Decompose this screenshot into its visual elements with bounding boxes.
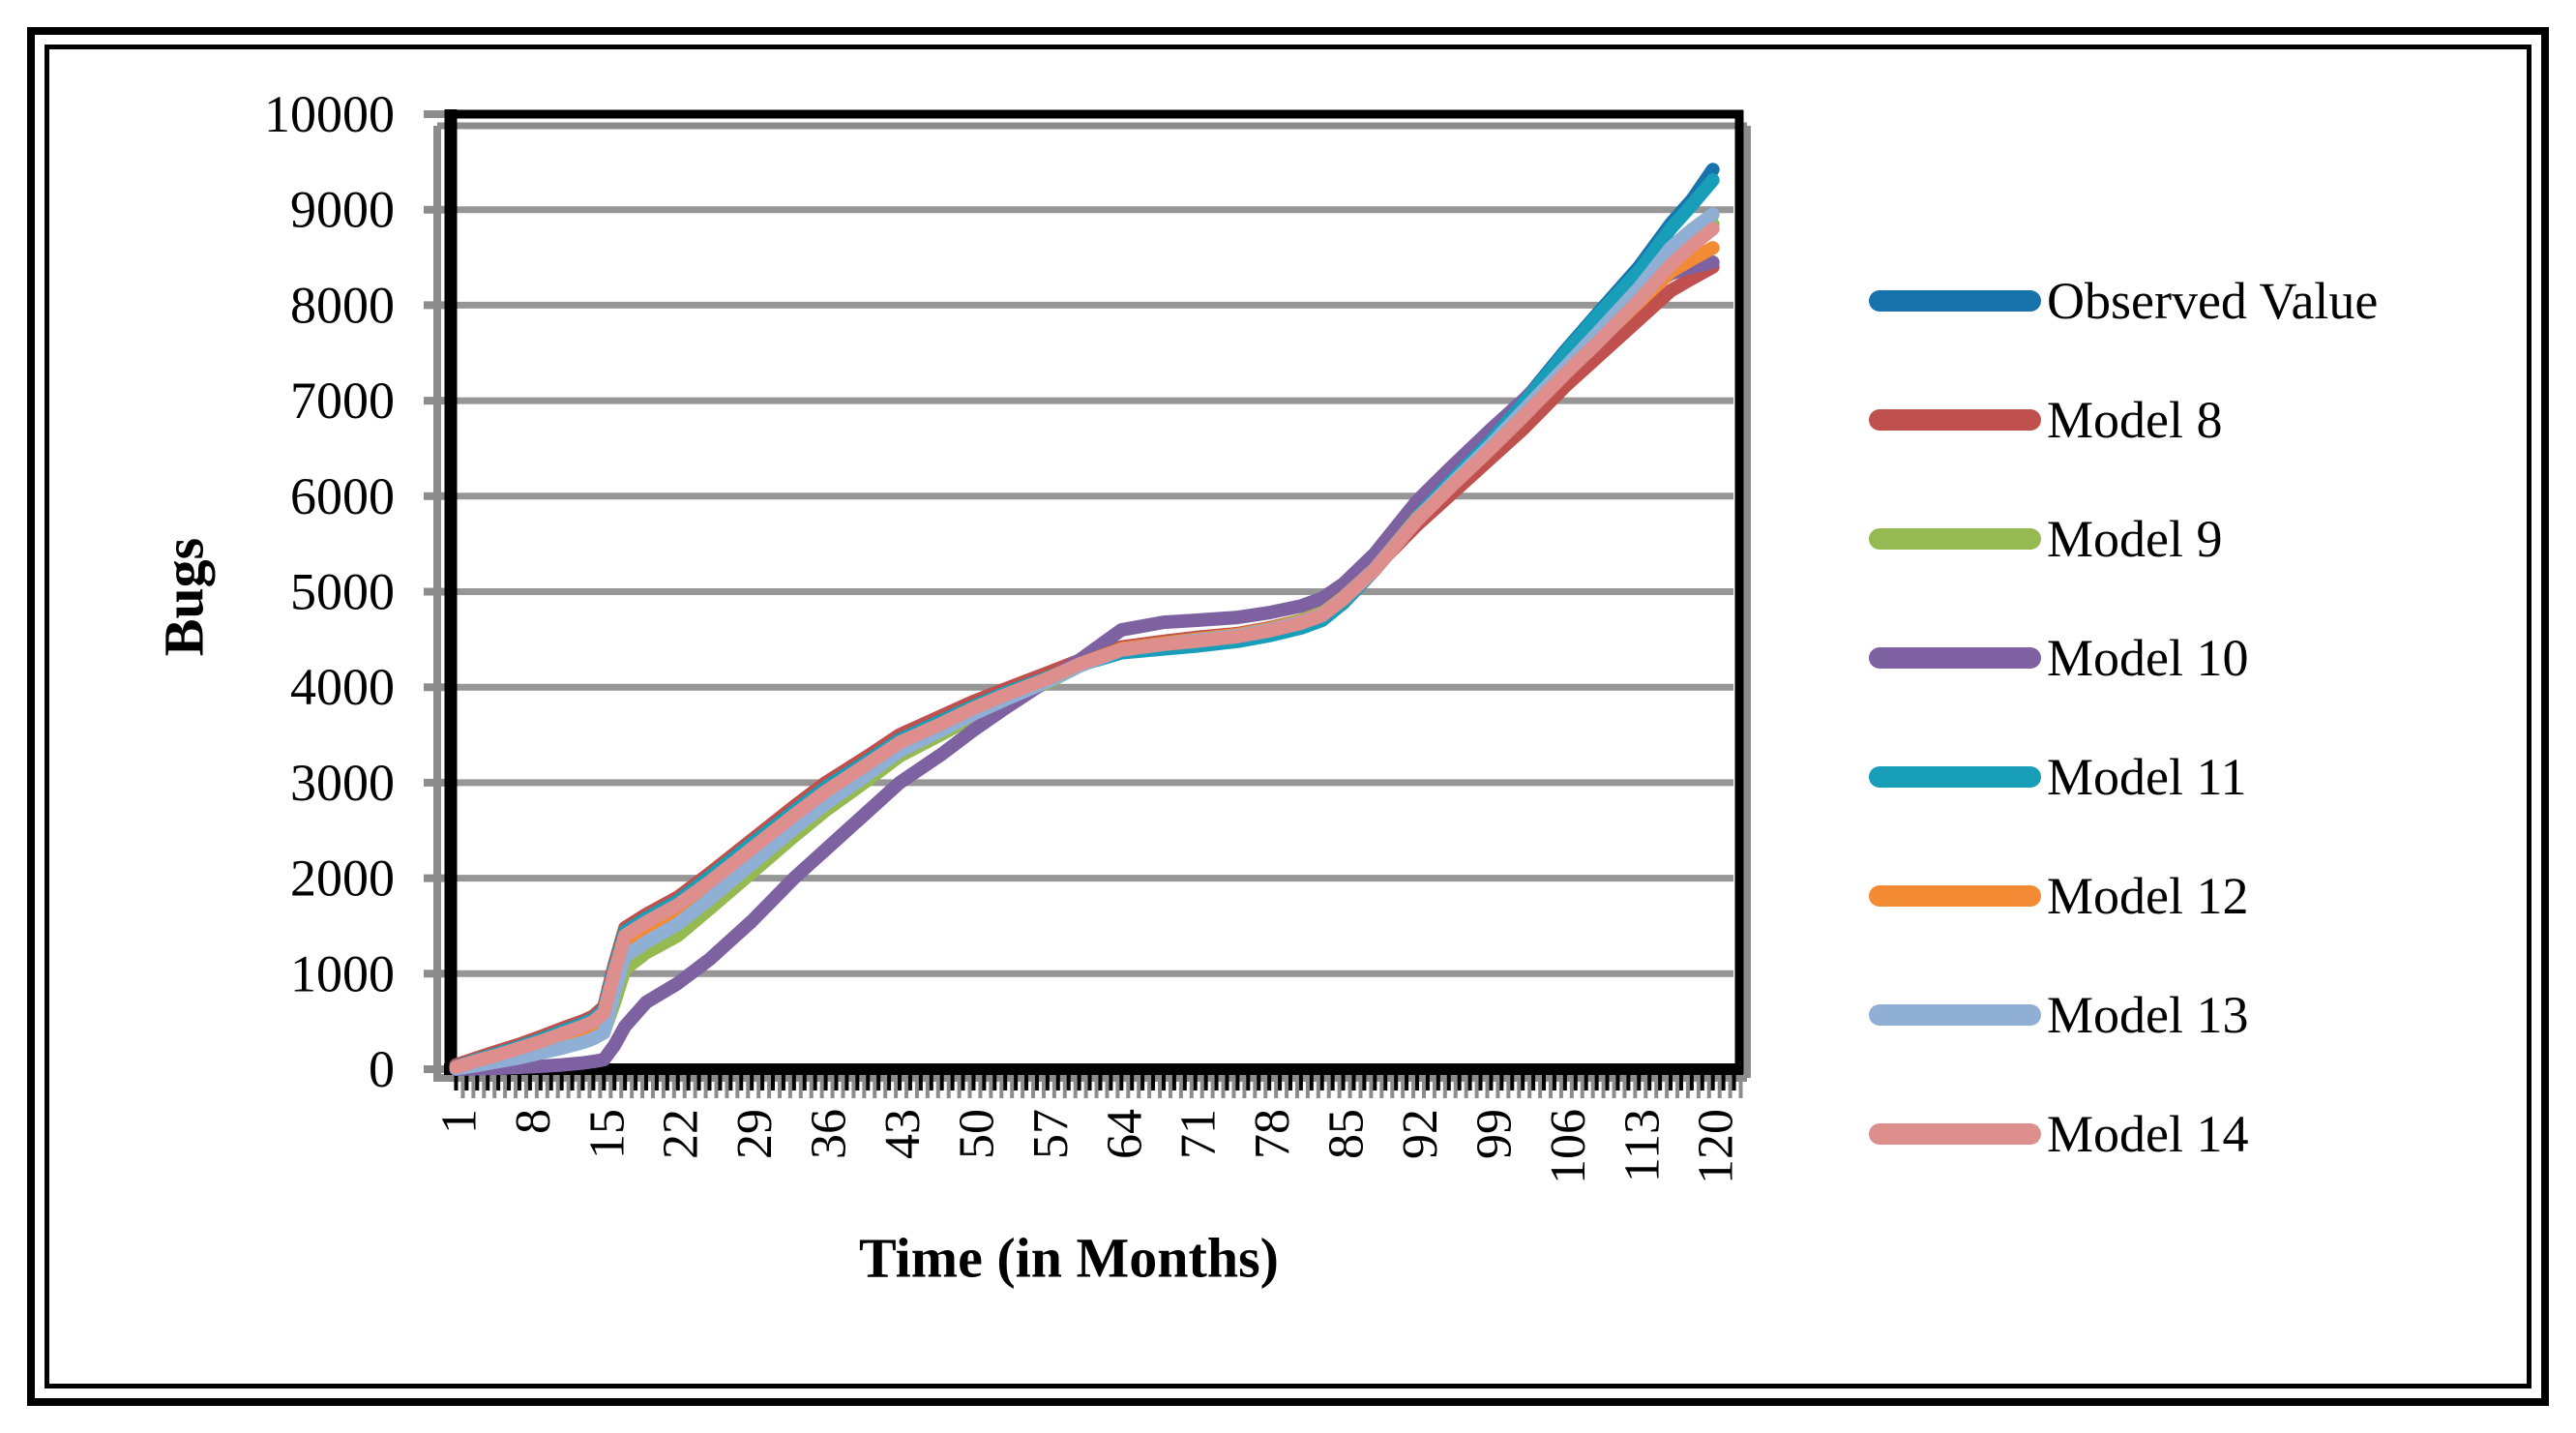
legend-item-model-13: Model 13	[1869, 984, 2249, 1046]
legend-swatch-icon	[1869, 1123, 2041, 1145]
legend-swatch-icon	[1869, 766, 2041, 788]
x-tick-label-36: 36	[802, 1109, 857, 1159]
y-tick-label-8000: 8000	[290, 276, 395, 334]
y-tick-label-10000: 10000	[264, 85, 395, 143]
legend-swatch-icon	[1869, 1004, 2041, 1026]
y-axis-title: Bugs	[152, 537, 216, 657]
series-line-model-10	[449, 255, 1720, 1076]
legend-swatch-icon	[1869, 409, 2041, 431]
legend-item-model-14: Model 14	[1869, 1103, 2249, 1165]
y-tick-label-1000: 1000	[290, 944, 395, 1002]
legend-item-observed-value: Observed Value	[1869, 270, 2378, 332]
x-tick-label-57: 57	[1023, 1109, 1079, 1159]
legend-label: Model 13	[2047, 986, 2249, 1044]
legend-swatch-icon	[1869, 647, 2041, 669]
y-tick-label-2000: 2000	[290, 850, 395, 908]
legend-item-model-8: Model 8	[1869, 389, 2223, 451]
x-tick-label-22: 22	[654, 1109, 709, 1159]
figure-inner-border	[44, 45, 2532, 1388]
legend-label: Model 11	[2047, 748, 2247, 806]
x-tick-label-92: 92	[1393, 1109, 1448, 1159]
x-tick-label-8: 8	[506, 1109, 561, 1134]
y-tick-label-7000: 7000	[290, 372, 395, 430]
legend-item-model-12: Model 12	[1869, 865, 2249, 927]
x-tick-label-1: 1	[431, 1109, 487, 1134]
legend-label: Model 12	[2047, 867, 2249, 925]
x-tick-label-50: 50	[949, 1109, 1004, 1159]
x-tick-label-15: 15	[579, 1109, 635, 1159]
y-tick-label-0: 0	[369, 1040, 395, 1098]
y-tick-label-3000: 3000	[290, 754, 395, 812]
series-line-model-14	[449, 222, 1720, 1074]
y-tick-label-4000: 4000	[290, 658, 395, 716]
legend-label: Model 10	[2047, 629, 2249, 687]
x-tick-label-71: 71	[1171, 1109, 1227, 1159]
legend-swatch-icon	[1869, 528, 2041, 550]
x-tick-label-85: 85	[1319, 1109, 1375, 1159]
x-tick-label-106: 106	[1541, 1109, 1596, 1184]
x-axis-title: Time (in Months)	[859, 1226, 1279, 1290]
x-tick-label-99: 99	[1466, 1109, 1522, 1159]
legend-label: Model 14	[2047, 1105, 2249, 1163]
y-tick-label-6000: 6000	[290, 467, 395, 525]
legend-swatch-icon	[1869, 885, 2041, 907]
x-tick-label-113: 113	[1614, 1109, 1670, 1182]
legend-item-model-10: Model 10	[1869, 627, 2249, 689]
legend-label: Observed Value	[2047, 272, 2379, 330]
legend-item-model-11: Model 11	[1869, 746, 2246, 808]
legend-item-model-9: Model 9	[1869, 508, 2223, 570]
x-tick-label-29: 29	[727, 1109, 783, 1159]
legend-label: Model 8	[2047, 391, 2223, 449]
x-tick-label-78: 78	[1245, 1109, 1300, 1159]
series-line-model-13	[449, 207, 1720, 1076]
figure-outer-border	[27, 27, 2549, 1406]
x-tick-label-120: 120	[1689, 1109, 1744, 1184]
legend-label: Model 9	[2047, 510, 2223, 568]
x-tick-label-43: 43	[875, 1109, 931, 1159]
y-tick-label-5000: 5000	[290, 563, 395, 621]
x-tick-label-64: 64	[1097, 1109, 1152, 1159]
legend-swatch-icon	[1869, 290, 2041, 312]
y-tick-label-9000: 9000	[290, 181, 395, 239]
